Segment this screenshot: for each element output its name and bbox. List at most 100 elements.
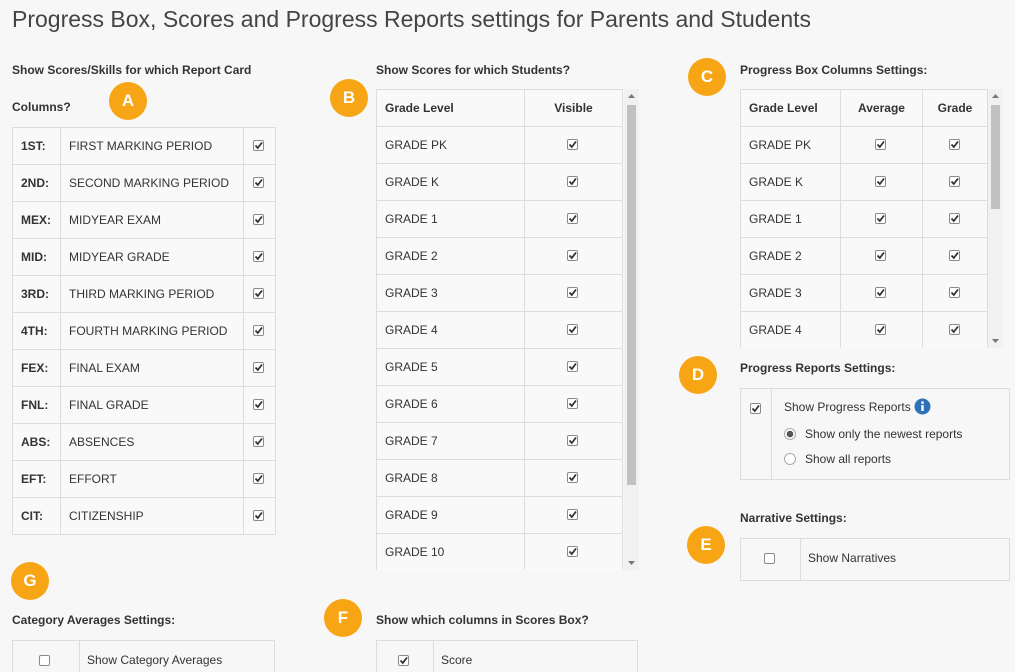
checkbox[interactable] xyxy=(875,176,886,187)
cell-text: GRADE PK xyxy=(377,127,525,164)
cell xyxy=(244,424,276,461)
checkbox[interactable] xyxy=(253,362,264,373)
cell-text: GRADE 4 xyxy=(377,312,525,349)
checkmark xyxy=(876,177,885,186)
checkbox[interactable] xyxy=(567,509,578,520)
checkbox[interactable] xyxy=(948,324,960,335)
checkbox[interactable] xyxy=(567,546,578,557)
checkbox[interactable] xyxy=(253,214,264,225)
checkbox[interactable] xyxy=(567,176,578,187)
checkbox[interactable] xyxy=(398,655,409,666)
settings-box: Score xyxy=(376,640,638,672)
checkbox[interactable] xyxy=(567,213,578,224)
cell-text: MIDYEAR GRADE xyxy=(61,239,244,276)
cell xyxy=(841,312,923,348)
checkbox[interactable] xyxy=(948,250,960,261)
checkbox[interactable] xyxy=(875,213,886,224)
checkbox[interactable] xyxy=(253,251,264,262)
cell-text: CIT: xyxy=(13,498,61,535)
checkbox[interactable] xyxy=(875,139,886,150)
checkbox[interactable] xyxy=(948,213,960,224)
section-label: Narrative Settings: xyxy=(740,511,847,525)
cell xyxy=(923,201,988,238)
scroll-up[interactable] xyxy=(624,91,639,101)
checkbox[interactable] xyxy=(948,176,960,187)
checkbox[interactable] xyxy=(875,324,886,335)
cell xyxy=(923,127,988,164)
cell xyxy=(244,461,276,498)
radio[interactable] xyxy=(784,428,796,440)
scroll-down[interactable] xyxy=(988,336,1003,346)
checkbox[interactable] xyxy=(253,288,264,299)
checkbox[interactable] xyxy=(567,287,578,298)
cell xyxy=(244,498,276,535)
checkbox[interactable] xyxy=(567,250,578,261)
section-label: Progress Reports Settings: xyxy=(740,361,896,375)
divider xyxy=(771,389,772,479)
checkbox[interactable] xyxy=(567,398,578,409)
checkbox[interactable] xyxy=(253,140,264,151)
info-icon[interactable] xyxy=(914,398,931,415)
checkbox[interactable] xyxy=(253,473,264,484)
checkmark xyxy=(876,288,885,297)
cell-text: CITIZENSHIP xyxy=(61,498,244,535)
cell xyxy=(841,164,923,201)
checkbox[interactable] xyxy=(567,472,578,483)
checkbox[interactable] xyxy=(253,177,264,188)
checkmark xyxy=(254,326,263,335)
checkbox[interactable] xyxy=(253,436,264,447)
checkmark xyxy=(876,214,885,223)
cell-text: FNL: xyxy=(13,387,61,424)
badge: A xyxy=(109,82,147,120)
checkbox[interactable] xyxy=(253,399,264,410)
checkmark xyxy=(254,215,263,224)
checkbox[interactable] xyxy=(567,435,578,446)
badge: B xyxy=(330,79,368,117)
cell-text: FOURTH MARKING PERIOD xyxy=(61,313,244,350)
checkbox[interactable] xyxy=(948,287,960,298)
checkbox[interactable] xyxy=(875,287,886,298)
cell xyxy=(525,534,623,570)
scroll-thumb[interactable] xyxy=(627,105,636,485)
checkbox[interactable] xyxy=(567,324,578,335)
cell-text: FINAL EXAM xyxy=(61,350,244,387)
checkmark xyxy=(568,436,577,445)
cell xyxy=(525,201,623,238)
scrollbar[interactable] xyxy=(624,89,639,570)
checkmark xyxy=(568,177,577,186)
scroll-thumb[interactable] xyxy=(991,105,1000,209)
checkmark xyxy=(950,325,959,334)
checkbox[interactable] xyxy=(253,510,264,521)
cell-text: FEX: xyxy=(13,350,61,387)
checkmark xyxy=(876,140,885,149)
scroll-up[interactable] xyxy=(988,91,1003,101)
cell xyxy=(525,238,623,275)
checkmark xyxy=(399,656,408,665)
checkmark xyxy=(568,362,577,371)
cell-text: EFT: xyxy=(13,461,61,498)
checkmark xyxy=(254,474,263,483)
cell xyxy=(841,275,923,312)
cell xyxy=(525,460,623,497)
scrollbar[interactable] xyxy=(988,89,1003,348)
checkbox[interactable] xyxy=(763,553,775,564)
checkbox[interactable] xyxy=(567,139,578,150)
scroll-down[interactable] xyxy=(624,558,639,568)
checkmark xyxy=(568,214,577,223)
settings-box: Show Category Averages xyxy=(12,640,275,672)
checkbox[interactable] xyxy=(875,250,886,261)
checkbox[interactable] xyxy=(750,403,761,414)
checkbox[interactable] xyxy=(39,655,50,666)
cell-text: 3RD: xyxy=(13,276,61,313)
cell xyxy=(923,164,988,201)
checkmark xyxy=(568,251,577,260)
checkbox[interactable] xyxy=(253,325,264,336)
checkbox[interactable] xyxy=(948,139,960,150)
cell-text: GRADE 4 xyxy=(741,312,841,348)
cell-text: GRADE 6 xyxy=(377,386,525,423)
checkmark xyxy=(254,289,263,298)
cell-text: MID: xyxy=(13,239,61,276)
checkbox[interactable] xyxy=(567,361,578,372)
section-label: Show Scores for which Students? xyxy=(376,63,571,77)
radio[interactable] xyxy=(784,453,796,465)
